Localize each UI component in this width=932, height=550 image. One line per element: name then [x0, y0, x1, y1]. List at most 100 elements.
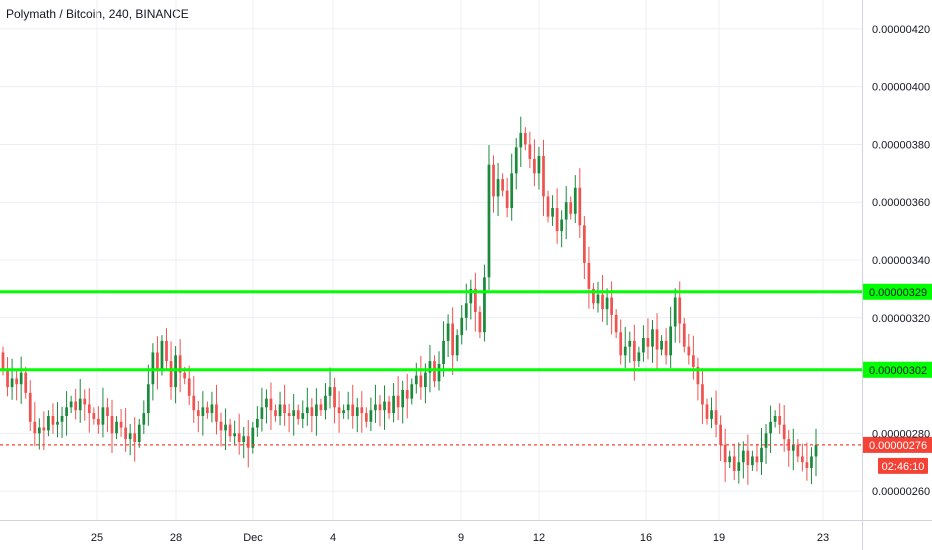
candle [237, 413, 241, 455]
candle-body [37, 427, 41, 434]
candle-body [655, 329, 659, 350]
candle-body [533, 158, 536, 174]
candle [251, 421, 255, 454]
candle-body [614, 314, 618, 333]
candle [569, 196, 573, 220]
candle-body [237, 433, 241, 442]
candle [69, 395, 73, 414]
y-tick-label: 0.00000280 [872, 428, 930, 440]
candle-body [142, 413, 146, 425]
candle [455, 329, 459, 362]
candle [369, 397, 373, 432]
candle [210, 391, 214, 423]
candle-body [764, 433, 768, 448]
candle [201, 391, 205, 436]
candle-body [10, 378, 14, 388]
candle [278, 391, 282, 426]
candle [374, 384, 377, 423]
candle-body [732, 456, 736, 471]
candle-body [551, 208, 554, 217]
candle-body [782, 424, 786, 440]
candle [19, 356, 23, 404]
candle-body [274, 410, 277, 416]
candle [682, 317, 686, 353]
candle-body [346, 404, 350, 411]
candle-body [283, 404, 286, 414]
candle [269, 382, 273, 430]
candle [355, 398, 359, 433]
candle-body [755, 456, 759, 463]
candle [165, 328, 168, 371]
candle-body [596, 294, 600, 304]
y-tick-label: 0.00000380 [872, 139, 930, 151]
candle [360, 391, 364, 433]
candle-body [619, 332, 623, 356]
candle [260, 387, 264, 432]
candle [714, 390, 718, 438]
candle-body [496, 179, 500, 197]
candle-body [337, 407, 341, 414]
candle-body [169, 361, 173, 388]
candle-body [760, 447, 763, 463]
horizontal-levels[interactable]: 0.00000329 0.00000302 0.00000276 02:46:10 [0, 283, 932, 474]
candle [537, 146, 541, 190]
candle [364, 407, 368, 428]
candle-body [215, 404, 218, 422]
candle [142, 400, 146, 434]
candle-body [310, 407, 314, 416]
candle [496, 162, 500, 217]
candle-body [678, 297, 682, 324]
candle-body [523, 132, 527, 145]
candle-body [315, 404, 318, 416]
candle-body [265, 398, 268, 408]
candle-body [110, 416, 114, 434]
candle-body [769, 421, 772, 434]
candle [655, 313, 659, 370]
candle-body [723, 444, 727, 463]
candle [764, 424, 768, 464]
candle [74, 388, 78, 420]
candle [124, 407, 127, 452]
candle-body [233, 433, 236, 437]
candle-body [78, 398, 82, 411]
candle [692, 335, 695, 380]
candle [533, 139, 536, 187]
candle-body [292, 410, 296, 416]
candle-body [642, 338, 645, 353]
candle-body [278, 404, 282, 416]
candle-body [101, 407, 105, 425]
candle [610, 281, 613, 335]
candle-body [324, 395, 327, 411]
candle-body [578, 187, 582, 226]
candle-body [537, 156, 541, 174]
candle-body [810, 456, 813, 468]
candle [578, 168, 582, 239]
candle-body [137, 424, 141, 442]
candle-body [74, 401, 78, 411]
candle [328, 367, 332, 409]
candle-body [405, 390, 409, 399]
candle [737, 442, 741, 484]
candle [414, 362, 418, 394]
candle-body [601, 294, 604, 310]
candle [751, 450, 754, 471]
candle-body [333, 387, 336, 408]
candle [92, 407, 96, 425]
candle [796, 439, 800, 463]
candle-body [710, 410, 713, 419]
candle-body [319, 404, 323, 411]
grid-lines [0, 0, 862, 520]
candle [664, 328, 668, 365]
candle-body [24, 372, 28, 393]
y-tick-label: 0.00000320 [872, 313, 930, 325]
y-tick-label: 0.00000400 [872, 82, 930, 94]
candle-body [623, 346, 627, 356]
candle [728, 450, 732, 468]
x-tick-label: 28 [170, 532, 182, 544]
candle [47, 410, 50, 437]
candle [87, 388, 91, 433]
candle-body [396, 395, 400, 408]
x-tick-label: 9 [458, 532, 464, 544]
candle-body [301, 413, 305, 419]
